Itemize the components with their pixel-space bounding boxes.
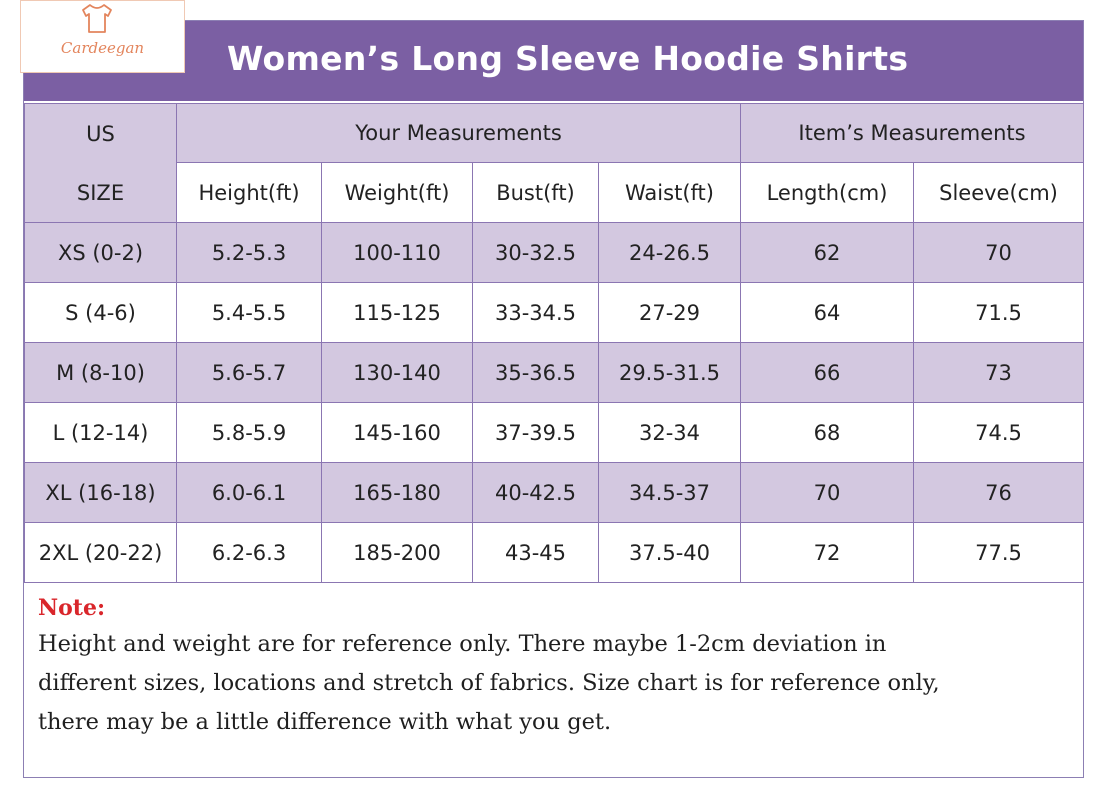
table-cell: 185-200 bbox=[321, 522, 473, 583]
table-row: XS (0-2) 5.2-5.3 100-110 30-32.5 24-26.5… bbox=[24, 222, 1084, 283]
column-header: Bust(ft) bbox=[472, 162, 599, 223]
table-cell: 2XL (20-22) bbox=[24, 522, 177, 583]
tshirt-icon bbox=[82, 4, 112, 33]
column-header: Height(ft) bbox=[176, 162, 322, 223]
table-cell: 66 bbox=[740, 342, 914, 403]
table-cell: 74.5 bbox=[913, 402, 1084, 463]
table-cell: XS (0-2) bbox=[24, 222, 177, 283]
note-text: Height and weight are for reference only… bbox=[38, 625, 1073, 742]
table-cell: 37-39.5 bbox=[472, 402, 599, 463]
table-cell: 34.5-37 bbox=[598, 462, 741, 523]
note-section: Note: Height and weight are for referenc… bbox=[38, 593, 1073, 742]
table-row: S (4-6) 5.4-5.5 115-125 33-34.5 27-29 64… bbox=[24, 282, 1084, 343]
table-cell: 43-45 bbox=[472, 522, 599, 583]
column-header: Waist(ft) bbox=[598, 162, 741, 223]
table-cell: 165-180 bbox=[321, 462, 473, 523]
table-cell: 130-140 bbox=[321, 342, 473, 403]
column-header: Length(cm) bbox=[740, 162, 914, 223]
note-label: Note: bbox=[38, 595, 106, 621]
table-cell: 115-125 bbox=[321, 282, 473, 343]
table-cell: 32-34 bbox=[598, 402, 741, 463]
table-cell: 62 bbox=[740, 222, 914, 283]
table-cell: 27-29 bbox=[598, 282, 741, 343]
table-cell: 40-42.5 bbox=[472, 462, 599, 523]
column-header: Weight(ft) bbox=[321, 162, 473, 223]
table-cell: 5.2-5.3 bbox=[176, 222, 322, 283]
table-cell: 77.5 bbox=[913, 522, 1084, 583]
brand-logo: Cardeegan bbox=[20, 0, 185, 73]
table-cell: M (8-10) bbox=[24, 342, 177, 403]
size-chart: Women’s Long Sleeve Hoodie Shirts US SIZ… bbox=[23, 20, 1084, 778]
table-cell: S (4-6) bbox=[24, 282, 177, 343]
table-row: XL (16-18) 6.0-6.1 165-180 40-42.5 34.5-… bbox=[24, 462, 1084, 523]
note-line: there may be a little difference with wh… bbox=[38, 709, 612, 735]
column-header: Sleeve(cm) bbox=[913, 162, 1084, 223]
size-table: US SIZE Your Measurements Item’s Measure… bbox=[24, 103, 1084, 583]
title-banner: Women’s Long Sleeve Hoodie Shirts bbox=[24, 21, 1083, 101]
note-line: different sizes, locations and stretch o… bbox=[38, 670, 940, 696]
table-cell: 30-32.5 bbox=[472, 222, 599, 283]
table-cell: 70 bbox=[740, 462, 914, 523]
table-cell: 145-160 bbox=[321, 402, 473, 463]
table-cell: 72 bbox=[740, 522, 914, 583]
table-cell: 76 bbox=[913, 462, 1084, 523]
table-cell: 6.0-6.1 bbox=[176, 462, 322, 523]
table-cell: 64 bbox=[740, 282, 914, 343]
brand-name: Cardeegan bbox=[60, 39, 145, 57]
us-size-header-line1: US bbox=[86, 121, 115, 146]
table-cell: 73 bbox=[913, 342, 1084, 403]
table-cell: 5.8-5.9 bbox=[176, 402, 322, 463]
table-cell: 24-26.5 bbox=[598, 222, 741, 283]
table-cell: 71.5 bbox=[913, 282, 1084, 343]
table-cell: 5.4-5.5 bbox=[176, 282, 322, 343]
table-cell: L (12-14) bbox=[24, 402, 177, 463]
table-row: L (12-14) 5.8-5.9 145-160 37-39.5 32-34 … bbox=[24, 402, 1084, 463]
header-row-columns: Height(ft) Weight(ft) Bust(ft) Waist(ft)… bbox=[25, 162, 1084, 223]
note-line: Height and weight are for reference only… bbox=[38, 631, 887, 657]
table-cell: XL (16-18) bbox=[24, 462, 177, 523]
table-row: 2XL (20-22) 6.2-6.3 185-200 43-45 37.5-4… bbox=[24, 522, 1084, 583]
table-cell: 68 bbox=[740, 402, 914, 463]
your-measurements-header: Your Measurements bbox=[176, 103, 741, 163]
table-cell: 29.5-31.5 bbox=[598, 342, 741, 403]
table-cell: 33-34.5 bbox=[472, 282, 599, 343]
table-cell: 70 bbox=[913, 222, 1084, 283]
table-cell: 37.5-40 bbox=[598, 522, 741, 583]
us-size-header-line2: SIZE bbox=[76, 180, 125, 205]
table-cell: 35-36.5 bbox=[472, 342, 599, 403]
page-title: Women’s Long Sleeve Hoodie Shirts bbox=[227, 39, 909, 78]
item-measurements-header: Item’s Measurements bbox=[740, 103, 1084, 163]
header-row-groups: US SIZE Your Measurements Item’s Measure… bbox=[24, 103, 1084, 223]
table-cell: 100-110 bbox=[321, 222, 473, 283]
table-cell: 5.6-5.7 bbox=[176, 342, 322, 403]
table-row: M (8-10) 5.6-5.7 130-140 35-36.5 29.5-31… bbox=[24, 342, 1084, 403]
us-size-header: US SIZE bbox=[24, 103, 177, 223]
table-cell: 6.2-6.3 bbox=[176, 522, 322, 583]
